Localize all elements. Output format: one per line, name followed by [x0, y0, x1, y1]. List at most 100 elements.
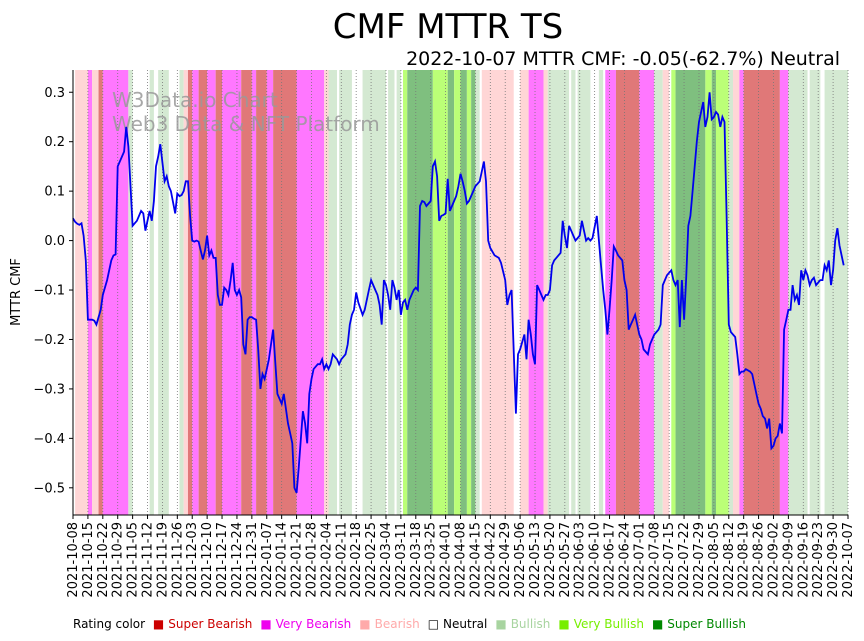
rating-band-super-bearish — [773, 70, 780, 515]
legend-item: ■ Super Bearish — [153, 617, 256, 631]
y-tick-label: 0.1 — [44, 185, 65, 200]
x-tick-label: 2022-02-18 — [349, 522, 364, 598]
rating-band-super-bullish — [460, 70, 467, 515]
x-tick-label: 2022-04-15 — [468, 522, 483, 598]
x-tick-label: 2022-08-26 — [752, 522, 767, 598]
legend-swatch-icon: ■ — [152, 617, 165, 631]
x-tick-label: 2022-09-09 — [781, 522, 796, 598]
rating-band-bullish — [654, 70, 663, 515]
x-tick-label: 2022-02-25 — [364, 522, 379, 598]
rating-band-super-bullish — [471, 70, 476, 515]
series-line-mttr-cmf — [72, 92, 845, 494]
x-tick-label: 2021-11-12 — [141, 522, 156, 598]
x-tick-label: 2022-04-29 — [498, 522, 513, 598]
x-tick-label: 2021-11-26 — [170, 522, 185, 598]
y-tick-label: −0.5 — [33, 481, 65, 496]
x-tick-label: 2022-09-23 — [811, 522, 826, 598]
rating-band-very-bearish — [251, 70, 257, 515]
x-tick-label: 2022-07-22 — [677, 522, 692, 598]
legend-item-label: Very Bearish — [275, 617, 352, 631]
legend-item: □ Neutral — [428, 617, 492, 631]
x-tick-label: 2022-01-21 — [290, 522, 305, 598]
rating-band-super-bearish — [273, 70, 297, 515]
legend-item-label: Super Bullish — [667, 617, 746, 631]
x-tick-label: 2022-05-06 — [513, 522, 528, 598]
x-tick-label: 2021-12-10 — [200, 522, 215, 598]
legend-items: ■ Super Bearish ■ Very Bearish ■ Bearish □ Neut… — [153, 617, 754, 631]
x-tick-label: 2022-03-18 — [409, 522, 424, 598]
x-tick-label: 2022-04-22 — [483, 522, 498, 598]
rating-band-super-bearish — [187, 70, 193, 515]
rating-band-bullish — [809, 70, 821, 515]
rating-band-super-bearish — [615, 70, 640, 515]
rating-band-bearish — [481, 70, 491, 515]
y-axis-ticks: 0.3 0.2 0.1 0.0 −0.1 −0.2 −0.3 −0.4 −0.5 — [33, 86, 73, 496]
x-tick-label: 2022-09-02 — [766, 522, 781, 598]
rating-band-bullish — [475, 70, 480, 515]
legend-item-label: Bullish — [510, 617, 551, 631]
x-tick-label: 2022-03-11 — [394, 522, 409, 598]
rating-band-very-bearish — [222, 70, 242, 515]
rating-band-super-bullish — [447, 70, 455, 515]
x-tick-label: 2021-10-22 — [96, 522, 111, 598]
x-tick-label: 2021-10-29 — [111, 522, 126, 598]
rating-band-very-bullish — [466, 70, 472, 515]
x-tick-label: 2021-12-03 — [185, 522, 200, 598]
rating-bands — [75, 70, 848, 515]
rating-band-super-bearish — [198, 70, 208, 515]
rating-band-very-bearish — [739, 70, 744, 515]
watermark: W3Data.io Chart Web3 Data & NFT Platform — [112, 88, 380, 136]
legend-swatch-icon: □ — [427, 617, 440, 631]
x-tick-label: 2021-12-17 — [215, 522, 230, 598]
watermark-line-2: Web3 Data & NFT Platform — [112, 112, 380, 136]
y-axis-label: MTTR CMF — [9, 258, 24, 326]
legend-swatch-icon: ■ — [359, 617, 371, 631]
rating-band-very-bullish — [403, 70, 408, 515]
x-tick-label: 2022-09-30 — [826, 522, 841, 598]
x-tick-label: 2022-01-07 — [260, 522, 275, 598]
rating-band-very-bullish — [705, 70, 712, 515]
rating-band-very-bearish — [609, 70, 616, 515]
x-tick-label: 2022-04-08 — [454, 522, 469, 598]
x-tick-label: 2022-06-03 — [573, 522, 588, 598]
rating-band-very-bullish — [715, 70, 729, 515]
rating-band-bullish — [598, 70, 604, 515]
x-tick-label: 2021-12-31 — [245, 522, 260, 598]
x-tick-label: 2022-06-10 — [588, 522, 603, 598]
x-tick-label: 2022-03-25 — [424, 522, 439, 598]
rating-band-bullish — [362, 70, 386, 515]
x-tick-label: 2022-01-14 — [275, 522, 290, 598]
rating-band-very-bearish — [605, 70, 610, 515]
rating-band-super-bullish — [675, 70, 706, 515]
rating-band-bullish — [547, 70, 570, 515]
rating-band-bullish — [577, 70, 591, 515]
rating-band-bullish — [128, 70, 133, 515]
x-tick-label: 2022-06-24 — [617, 522, 632, 598]
rating-band-bearish — [520, 70, 529, 515]
x-tick-label: 2022-08-12 — [722, 522, 737, 598]
y-tick-label: −0.4 — [33, 432, 65, 447]
x-tick-label: 2022-01-28 — [304, 522, 319, 598]
x-tick-label: 2022-04-01 — [439, 522, 454, 598]
x-tick-label: 2022-05-27 — [558, 522, 573, 598]
legend-label: Rating color — [73, 617, 146, 631]
legend-swatch-icon: ■ — [651, 617, 664, 631]
rating-band-bearish — [733, 70, 740, 515]
rating-band-bullish — [149, 70, 154, 515]
legend-swatch-icon: ■ — [558, 617, 570, 631]
x-tick-label: 2022-10-07 — [841, 522, 856, 598]
x-tick-label: 2022-08-05 — [707, 522, 722, 598]
rating-band-super-bearish — [256, 70, 267, 515]
rating-band-bullish — [571, 70, 576, 515]
x-axis-ticks: 2021-10-08 2021-10-15 2021-10-22 2021-10-29… — [66, 515, 856, 598]
rating-band-bullish — [824, 70, 848, 515]
legend-item: ■ Super Bullish — [652, 617, 750, 631]
x-tick-label: 2021-12-24 — [230, 522, 245, 598]
legend-item: ■ Very Bullish — [558, 617, 648, 631]
rating-band-bullish — [339, 70, 352, 515]
x-tick-label: 2022-02-11 — [334, 522, 349, 598]
legend-item-label: Very Bullish — [573, 617, 644, 631]
rating-band-bearish — [490, 70, 514, 515]
rating-legend: Rating color ■ Super Bearish ■ Very Bearish… — [73, 617, 758, 631]
